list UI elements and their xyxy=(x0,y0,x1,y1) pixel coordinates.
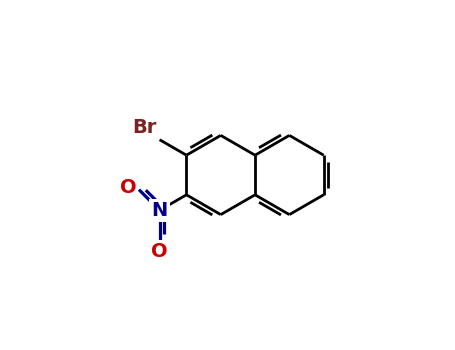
Text: Br: Br xyxy=(132,118,157,137)
Text: N: N xyxy=(152,201,168,220)
Text: O: O xyxy=(120,178,136,197)
Text: O: O xyxy=(152,242,168,261)
